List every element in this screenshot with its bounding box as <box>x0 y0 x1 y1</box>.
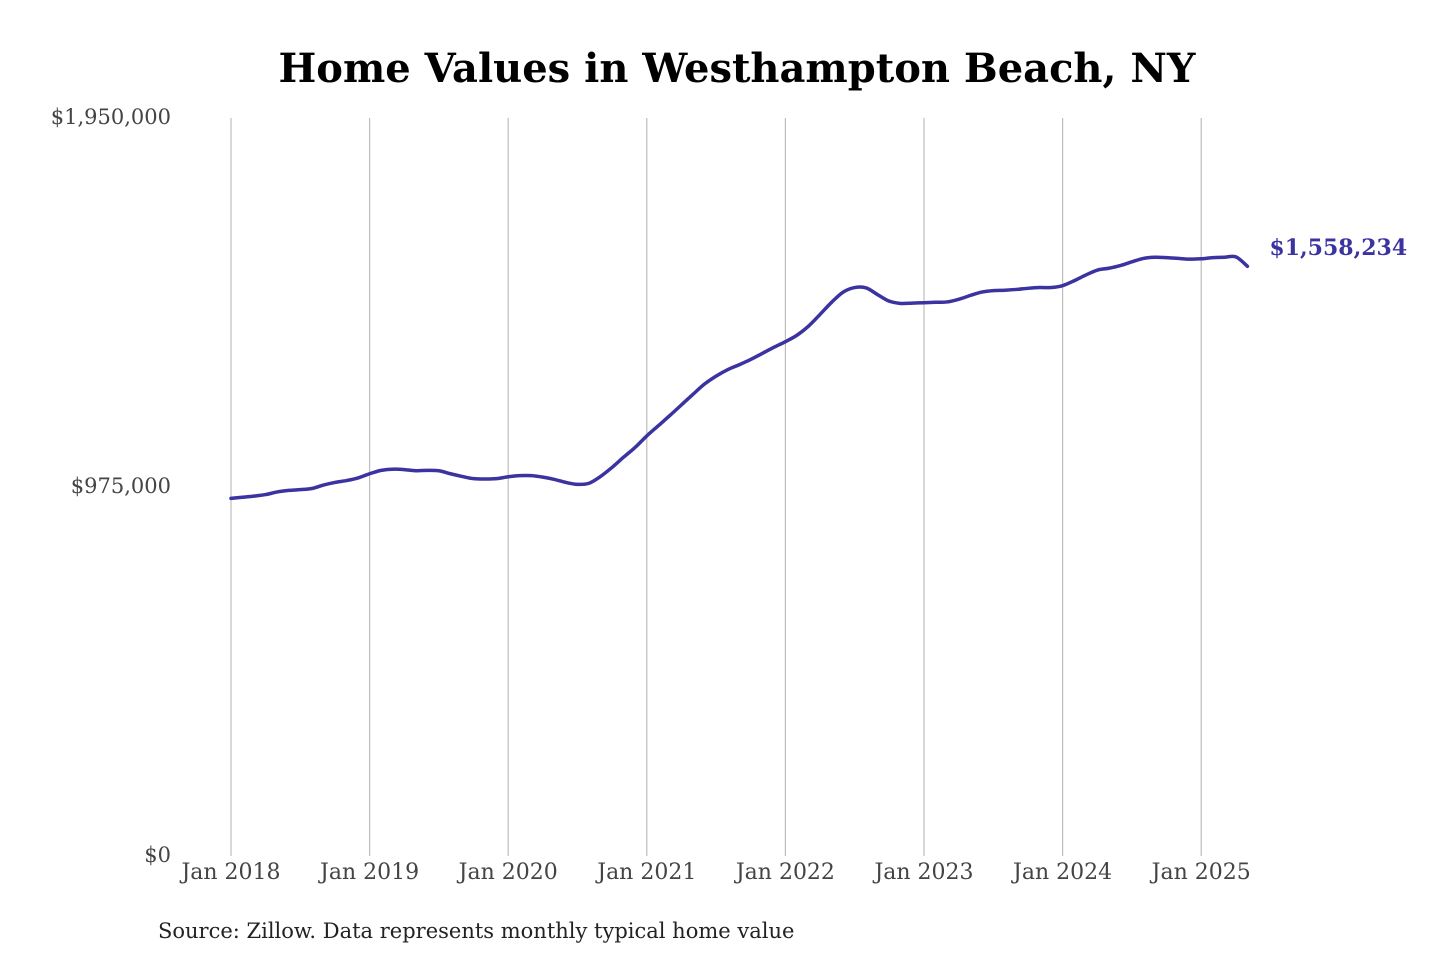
chart-title: Home Values in Westhampton Beach, NY <box>279 45 1196 92</box>
y-tick-label: $1,950,000 <box>51 105 171 129</box>
end-value-label: $1,558,234 <box>1269 235 1407 261</box>
source-note: Source: Zillow. Data represents monthly … <box>158 919 794 943</box>
x-tick-label: Jan 2024 <box>1011 860 1112 885</box>
x-tick-label: Jan 2025 <box>1150 860 1251 885</box>
series-line-0 <box>229 254 1250 501</box>
y-tick-label: $975,000 <box>71 474 171 498</box>
x-tick-label: Jan 2023 <box>872 860 973 885</box>
x-tick-label: Jan 2019 <box>318 860 419 885</box>
x-tick-label: Jan 2020 <box>457 860 558 885</box>
y-axis-labels: $0 $975,000 $1,950,000 <box>51 105 171 867</box>
x-tick-label: Jan 2022 <box>734 860 835 885</box>
x-axis-labels: Jan 2018 Jan 2019 Jan 2020 Jan 2021 Jan 2022… <box>179 860 1250 885</box>
series-layer <box>229 254 1250 501</box>
x-tick-label: Jan 2021 <box>595 860 696 885</box>
x-tick-label: Jan 2018 <box>179 860 280 885</box>
y-tick-label: $0 <box>144 843 171 867</box>
grid-lines <box>230 118 1202 856</box>
